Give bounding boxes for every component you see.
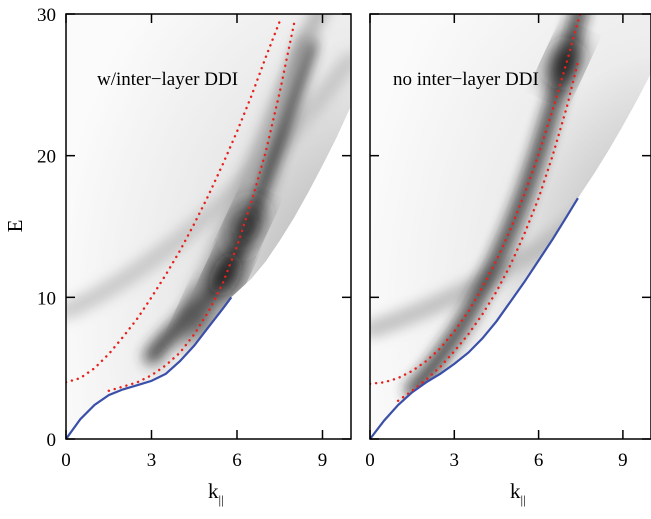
- y-tick-label: 10: [37, 288, 56, 309]
- panel-label-left: w/inter−layer DDI: [97, 69, 238, 90]
- empty-region: [370, 73, 651, 439]
- x-tick-label: 0: [365, 450, 375, 471]
- x-axis-title-right-main: k: [510, 479, 521, 503]
- x-tick-label: 3: [450, 450, 460, 471]
- plot-frame-left: [65, 13, 352, 440]
- x-axis-title-right: k||: [510, 479, 526, 507]
- x-axis-title-right-sub: ||: [521, 492, 526, 507]
- spectral-peak: [547, 39, 581, 88]
- panel-label-right: no inter−layer DDI: [393, 69, 539, 90]
- ticks-right: 0 3 6 9: [365, 13, 651, 471]
- spectral-peak: [228, 202, 263, 251]
- spectral-density-left: [66, 14, 351, 439]
- spectral-peak: [208, 250, 243, 299]
- dotted-dispersion-curve: [370, 14, 582, 385]
- ticks-left: 0 3 6 9 0 10 20 30: [37, 5, 351, 471]
- y-tick-label: 20: [37, 147, 56, 168]
- left-panel: 0 3 6 9 0 10 20 30 w/inter−layer DDI E k||: [3, 5, 352, 507]
- right-panel: 0 3 6 9 no inter−layer DDI k||: [365, 13, 651, 507]
- spectral-band-core: [192, 14, 322, 300]
- dispersion-lines-right: [370, 14, 582, 439]
- x-tick-label: 6: [534, 450, 544, 471]
- solid-dispersion-curve: [66, 296, 233, 439]
- x-axis-title-left-main: k: [208, 479, 219, 503]
- dotted-dispersion-curve: [396, 61, 580, 402]
- dotted-dispersion-curve: [66, 19, 281, 384]
- y-tick-label: 30: [37, 5, 56, 26]
- x-tick-label: 0: [61, 450, 71, 471]
- dotted-dispersion-curve: [107, 22, 296, 392]
- plot-frame-right: [369, 13, 651, 440]
- empty-region: [66, 106, 351, 439]
- x-tick-label: 3: [147, 450, 157, 471]
- y-axis-title: E: [3, 220, 27, 233]
- x-axis-title-left: k||: [208, 479, 224, 507]
- x-tick-label: 6: [232, 450, 242, 471]
- y-tick-label: 0: [47, 430, 57, 451]
- dispersion-lines-left: [66, 19, 296, 439]
- solid-dispersion-curve: [370, 197, 579, 439]
- x-tick-label: 9: [318, 450, 328, 471]
- x-tick-label: 9: [618, 450, 628, 471]
- x-axis-title-left-sub: ||: [219, 492, 224, 507]
- spectral-band-core: [66, 56, 351, 314]
